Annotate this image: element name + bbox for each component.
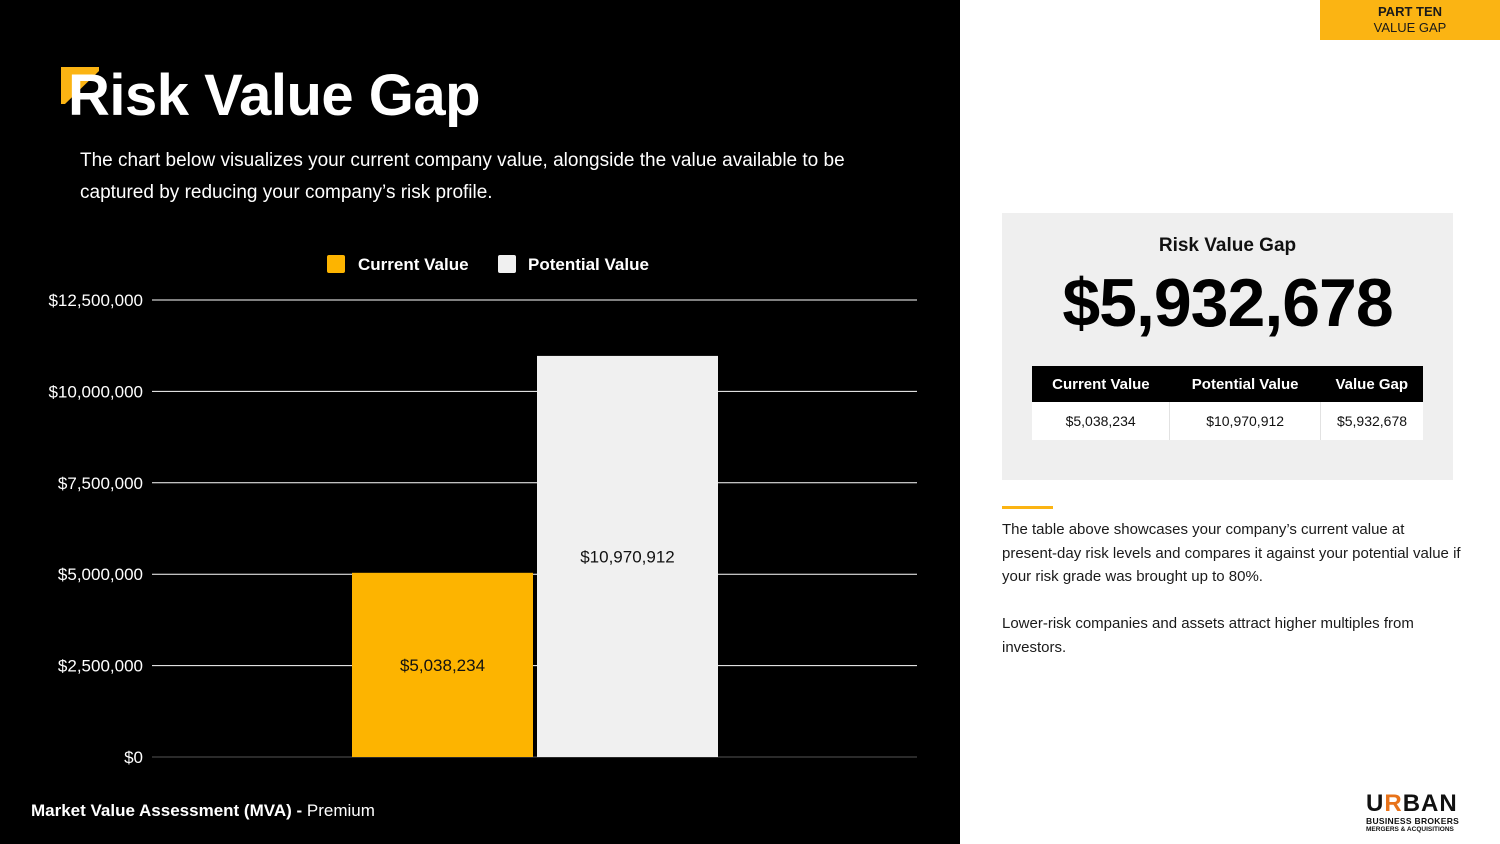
summary-card-title: Risk Value Gap <box>1158 235 1297 256</box>
section-tag: PART TEN VALUE GAP <box>1320 0 1500 40</box>
y-tick-label: $5,000,000 <box>58 565 143 584</box>
table-header: Current Value <box>1032 366 1170 402</box>
footer-bold: Market Value Assessment (MVA) - <box>31 801 303 820</box>
page-description: The chart below visualizes your current … <box>80 150 845 203</box>
bar-value-label: $10,970,912 <box>580 547 675 566</box>
notes-paragraph-1: The table above showcases your company’s… <box>1002 521 1461 585</box>
footer-normal: Premium <box>302 801 375 820</box>
table-cell: $10,970,912 <box>1169 402 1321 440</box>
section-tag-name: VALUE GAP <box>1373 20 1447 35</box>
corner-accent-icon <box>61 67 99 104</box>
legend-swatch <box>498 255 516 273</box>
bar-value-label: $5,038,234 <box>400 656 485 675</box>
legend-label: Current Value <box>358 255 469 274</box>
notes-paragraph-2: Lower-risk companies and assets attract … <box>1002 615 1414 656</box>
summary-card: Risk Value Gap $5,932,678 Current Value … <box>1002 213 1453 480</box>
legend-label: Potential Value <box>528 255 649 274</box>
y-tick-label: $0 <box>124 748 143 767</box>
summary-table: Current Value Potential Value Value Gap … <box>1032 366 1423 440</box>
y-tick-label: $10,000,000 <box>48 382 143 401</box>
table-cell: $5,932,678 <box>1320 402 1423 440</box>
page-title: Risk Value Gap <box>68 63 481 128</box>
table-header-row: Current Value Potential Value Value Gap <box>1032 366 1423 402</box>
accent-divider <box>1002 506 1053 509</box>
y-tick-label: $2,500,000 <box>58 657 143 676</box>
left-panel: Risk Value Gap The chart below visualize… <box>0 0 960 844</box>
bar-potential <box>537 355 718 757</box>
footer-label: Market Value Assessment (MVA) - Premium <box>31 801 375 821</box>
bar-chart: $0 $2,500,000 $5,000,000 $7,500,000 $10,000,… <box>48 255 917 767</box>
y-tick-label: $12,500,000 <box>48 291 143 310</box>
y-tick-label: $7,500,000 <box>58 474 143 493</box>
table-header: Value Gap <box>1320 366 1423 402</box>
section-tag-part: PART TEN <box>1377 4 1443 19</box>
logo-wordmark: URBAN <box>1366 790 1458 817</box>
company-logo: URBAN BUSINESS BROKERS MERGERS & ACQUISI… <box>1366 792 1476 834</box>
logo-tagline-2: MERGERS & ACQUISITIONS <box>1366 826 1454 833</box>
table-header: Potential Value <box>1169 366 1321 402</box>
summary-card-value: $5,932,678 <box>1062 265 1393 341</box>
legend-swatch <box>327 255 345 273</box>
bar-current <box>352 572 533 757</box>
table-row: $5,038,234 $10,970,912 $5,932,678 <box>1032 402 1423 440</box>
table-cell: $5,038,234 <box>1032 402 1171 440</box>
logo-tagline-1: BUSINESS BROKERS <box>1366 816 1460 826</box>
